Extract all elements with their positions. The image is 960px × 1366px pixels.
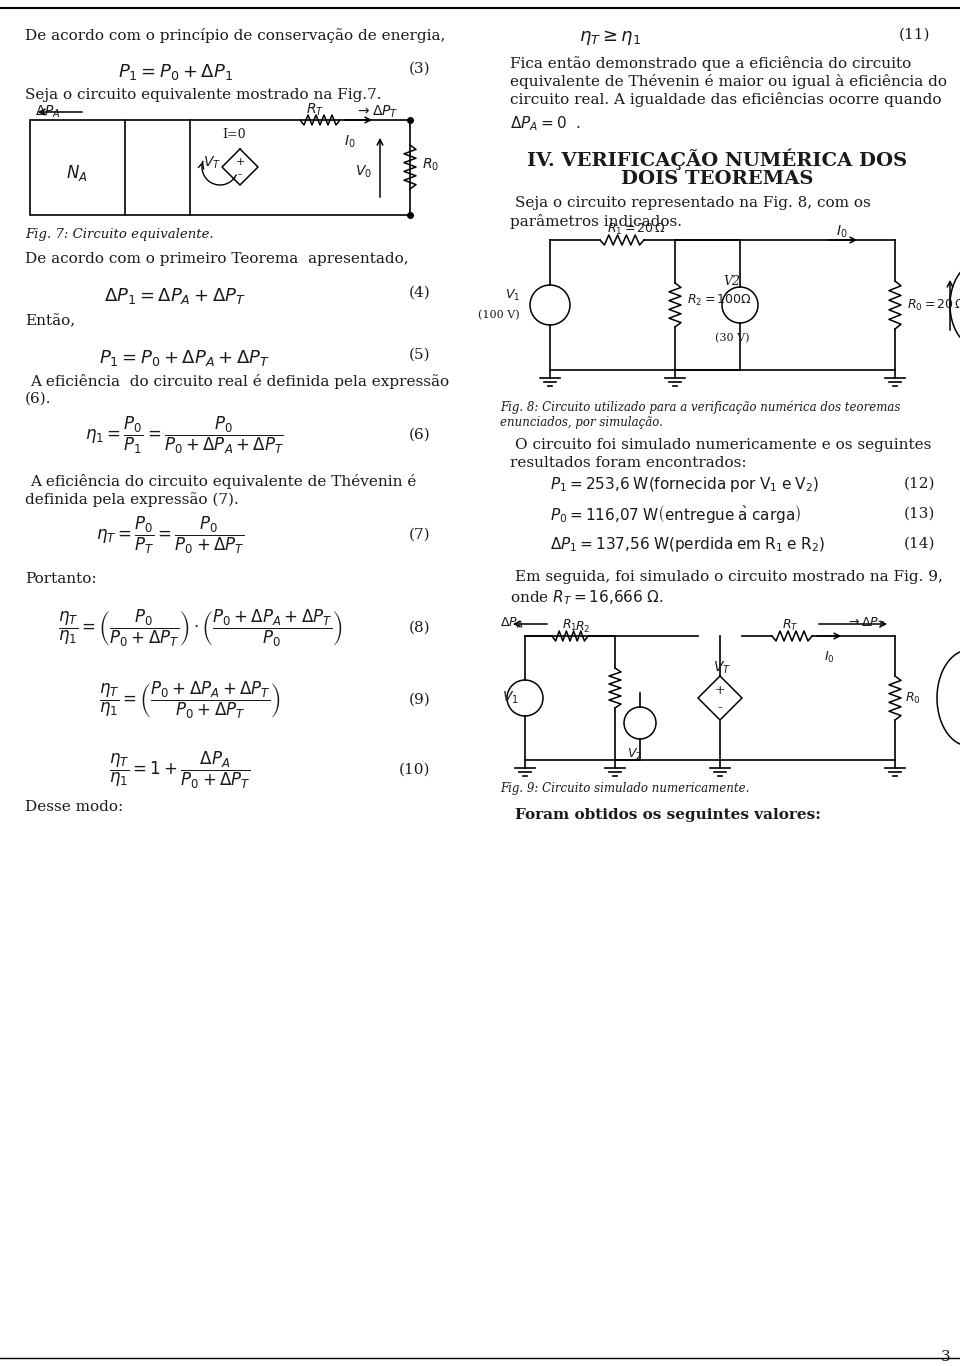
Text: $\dfrac{\eta_T}{\eta_1} = \left(\dfrac{P_0 + \Delta P_A + \Delta P_T}{P_0 + \Del: $\dfrac{\eta_T}{\eta_1} = \left(\dfrac{P…: [99, 679, 281, 721]
Text: I=0: I=0: [222, 128, 246, 141]
Text: $\dfrac{\eta_T}{\eta_1} = 1 + \dfrac{\Delta P_A}{P_0 + \Delta P_T}$: $\dfrac{\eta_T}{\eta_1} = 1 + \dfrac{\De…: [109, 750, 251, 791]
Text: $R_2 = 100\Omega$: $R_2 = 100\Omega$: [687, 292, 752, 307]
Text: (11): (11): [899, 27, 930, 42]
Text: circuito real. A igualdade das eficiências ocorre quando: circuito real. A igualdade das eficiênci…: [510, 92, 942, 107]
Text: (4): (4): [408, 285, 430, 301]
Text: Em seguida, foi simulado o circuito mostrado na Fig. 9,: Em seguida, foi simulado o circuito most…: [515, 570, 943, 585]
Text: $V_1$: $V_1$: [502, 690, 519, 706]
Text: $P_1 = P_0 + \Delta P_1$: $P_1 = P_0 + \Delta P_1$: [117, 61, 232, 82]
Text: Portanto:: Portanto:: [25, 572, 97, 586]
Text: $\rightarrow \Delta P_T$: $\rightarrow \Delta P_T$: [355, 104, 398, 120]
Text: Fig. 9: Circuito simulado numericamente.: Fig. 9: Circuito simulado numericamente.: [500, 781, 750, 795]
Text: $R_0$: $R_0$: [422, 157, 439, 173]
Text: definida pela expressão (7).: definida pela expressão (7).: [25, 492, 239, 507]
Text: $\dfrac{\eta_T}{\eta_1} = \left(\dfrac{P_0}{P_0 + \Delta P_T}\right) \cdot \left: $\dfrac{\eta_T}{\eta_1} = \left(\dfrac{P…: [58, 608, 342, 649]
Text: (10): (10): [398, 764, 430, 777]
Text: Fica então demonstrado que a eficiência do circuito: Fica então demonstrado que a eficiência …: [510, 56, 911, 71]
Text: Foram obtidos os seguintes valores:: Foram obtidos os seguintes valores:: [515, 809, 821, 822]
Text: -: -: [718, 701, 722, 714]
Text: $\Delta P_A = 0$  .: $\Delta P_A = 0$ .: [510, 113, 581, 133]
Text: Fig. 7: Circuito equivalente.: Fig. 7: Circuito equivalente.: [25, 228, 214, 240]
Text: $I_0$: $I_0$: [836, 224, 848, 240]
Text: (30 V): (30 V): [715, 333, 749, 343]
Text: $V_T$: $V_T$: [203, 154, 221, 171]
Text: -: -: [238, 168, 242, 182]
Text: $\Delta P_1 = \Delta P_A + \Delta P_T$: $\Delta P_1 = \Delta P_A + \Delta P_T$: [104, 285, 246, 306]
Text: $P_1 = 253{,}6\;\mathrm{W}\left(\mathrm{fornecida\;por\;V_1\;e\;V_2}\right)$: $P_1 = 253{,}6\;\mathrm{W}\left(\mathrm{…: [550, 474, 819, 493]
Text: (12): (12): [903, 477, 935, 490]
Text: $\Delta P_A$: $\Delta P_A$: [500, 616, 523, 631]
Text: $I_0$: $I_0$: [824, 650, 834, 665]
Text: $R_T$: $R_T$: [781, 617, 799, 632]
Text: $I_0$: $I_0$: [345, 134, 356, 150]
Text: $R_2$: $R_2$: [575, 620, 590, 635]
Text: $V_T$: $V_T$: [713, 660, 732, 676]
Text: $P_0 = 116{,}07\;\mathrm{W}\left(\mathrm{entregue\;\grave{a}\;carga}\right)$: $P_0 = 116{,}07\;\mathrm{W}\left(\mathrm…: [550, 503, 802, 525]
Text: (8): (8): [408, 622, 430, 635]
Text: $N_A$: $N_A$: [66, 163, 87, 183]
Text: +: +: [714, 683, 726, 697]
Text: De acordo com o princípio de conservação de energia,: De acordo com o princípio de conservação…: [25, 27, 445, 42]
Text: $\eta_T = \dfrac{P_0}{P_T} = \dfrac{P_0}{P_0 + \Delta P_T}$: $\eta_T = \dfrac{P_0}{P_T} = \dfrac{P_0}…: [96, 515, 244, 556]
Text: equivalente de Thévenin é maior ou igual à eficiência do: equivalente de Thévenin é maior ou igual…: [510, 74, 947, 89]
Text: Seja o circuito equivalente mostrado na Fig.7.: Seja o circuito equivalente mostrado na …: [25, 87, 381, 102]
Text: $V_1$: $V_1$: [505, 287, 520, 302]
Text: DOIS TEOREMAS: DOIS TEOREMAS: [621, 169, 813, 189]
Text: $P_1 = P_0 + \Delta P_A + \Delta P_T$: $P_1 = P_0 + \Delta P_A + \Delta P_T$: [100, 348, 271, 367]
Text: $R_T$: $R_T$: [306, 102, 324, 119]
Text: $V_0$: $V_0$: [355, 164, 372, 180]
Text: $\Delta P_A$: $\Delta P_A$: [35, 104, 60, 120]
Text: $\eta_T \geq \eta_1$: $\eta_T \geq \eta_1$: [579, 27, 641, 46]
Text: Então,: Então,: [25, 314, 75, 328]
Text: V2: V2: [724, 275, 740, 288]
Text: parâmetros indicados.: parâmetros indicados.: [510, 214, 682, 229]
Text: (5): (5): [408, 348, 430, 362]
Text: $\rightarrow \Delta P_T$: $\rightarrow \Delta P_T$: [846, 616, 885, 631]
Text: A eficiência do circuito equivalente de Thévenin é: A eficiência do circuito equivalente de …: [30, 474, 417, 489]
Text: (9): (9): [408, 693, 430, 708]
Text: $V_0$: $V_0$: [959, 690, 960, 706]
Text: $R_0$: $R_0$: [905, 690, 921, 706]
Text: IV. VERIFICAÇÃO NUMÉRICA DOS: IV. VERIFICAÇÃO NUMÉRICA DOS: [527, 148, 907, 169]
Text: (100 V): (100 V): [478, 310, 520, 320]
Text: $R_1$: $R_1$: [563, 617, 578, 632]
Text: resultados foram encontrados:: resultados foram encontrados:: [510, 456, 747, 470]
Text: $\eta_1 = \dfrac{P_0}{P_1} = \dfrac{P_0}{P_0 + \Delta P_A + \Delta P_T}$: $\eta_1 = \dfrac{P_0}{P_1} = \dfrac{P_0}…: [85, 414, 284, 456]
Text: (6): (6): [408, 428, 430, 443]
Text: $V_2$: $V_2$: [628, 747, 642, 762]
Bar: [30, 120, 125, 214]
Text: enunciados, por simulação.: enunciados, por simulação.: [500, 417, 662, 429]
Text: $R_1 = 20\,\Omega$: $R_1 = 20\,\Omega$: [607, 223, 666, 238]
Bar: [190, 120, 410, 214]
Text: (14): (14): [903, 537, 935, 550]
Text: O circuito foi simulado numericamente e os seguintes: O circuito foi simulado numericamente e …: [515, 438, 931, 452]
Text: Desse modo:: Desse modo:: [25, 800, 123, 814]
Text: (7): (7): [408, 529, 430, 542]
Text: $R_0 = 20\,\Omega$: $R_0 = 20\,\Omega$: [907, 298, 960, 313]
Text: De acordo com o primeiro Teorema  apresentado,: De acordo com o primeiro Teorema apresen…: [25, 251, 409, 266]
Text: onde $R_T = 16{,}666\;\Omega$.: onde $R_T = 16{,}666\;\Omega$.: [510, 587, 663, 607]
Text: (13): (13): [903, 507, 935, 520]
Text: A eficiência  do circuito real é definida pela expressão: A eficiência do circuito real é definida…: [30, 374, 449, 389]
Text: (6).: (6).: [25, 392, 52, 406]
Text: Seja o circuito representado na Fig. 8, com os: Seja o circuito representado na Fig. 8, …: [515, 195, 871, 210]
Text: +: +: [235, 157, 245, 167]
Text: $\Delta P_1 = 137{,}56\;\mathrm{W}\left(\mathrm{perdida\;em\;R_1\;e\;R_2}\right): $\Delta P_1 = 137{,}56\;\mathrm{W}\left(…: [550, 534, 825, 553]
Text: 3: 3: [941, 1350, 950, 1365]
Text: (3): (3): [408, 61, 430, 76]
Text: Fig. 8: Circuito utilizado para a verificação numérica dos teoremas: Fig. 8: Circuito utilizado para a verifi…: [500, 400, 900, 414]
